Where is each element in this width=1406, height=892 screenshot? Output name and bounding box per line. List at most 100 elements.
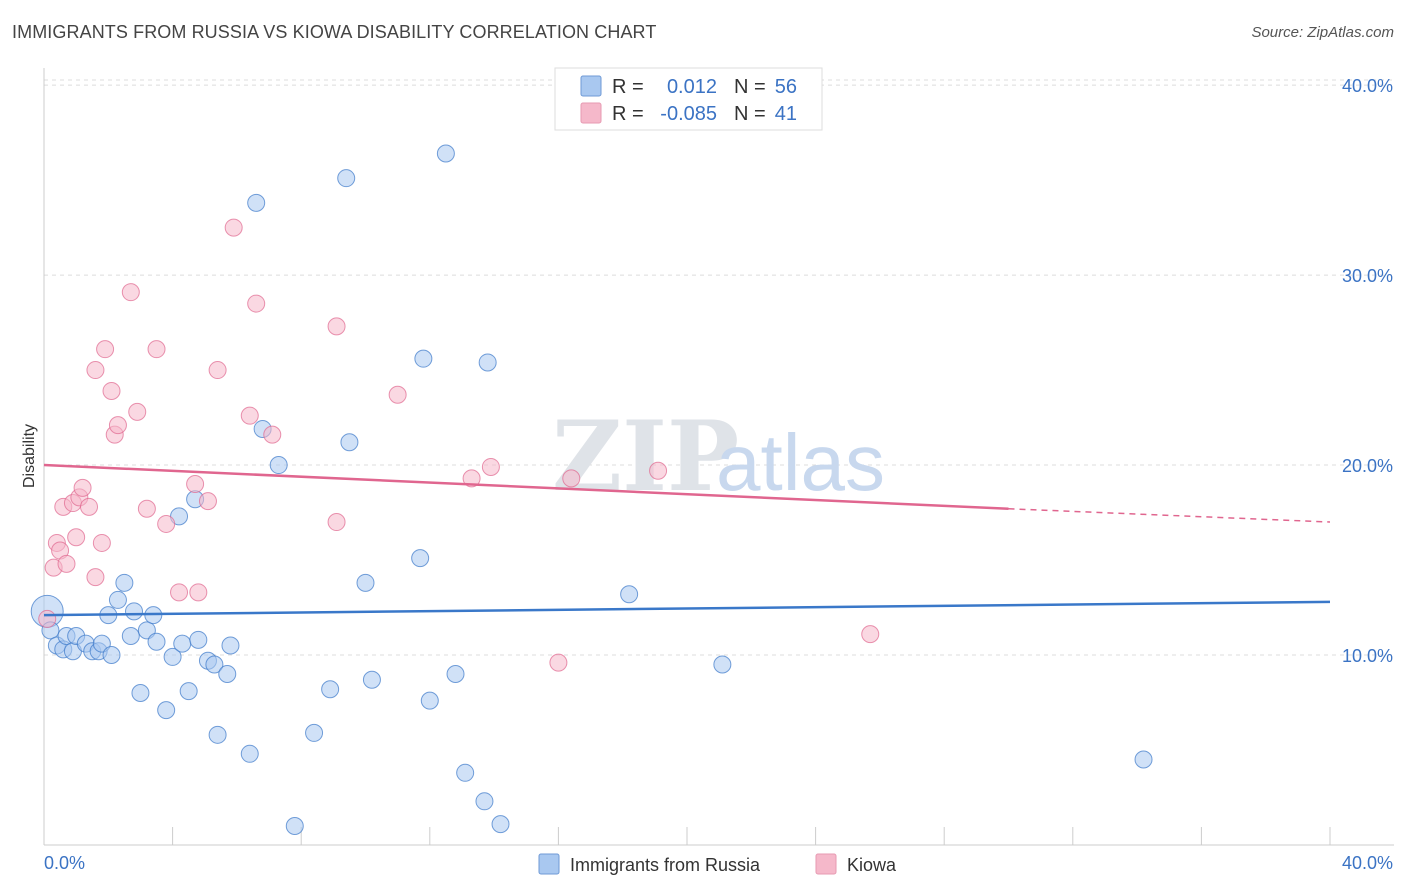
kiowa-point	[224, 218, 243, 237]
kiowa-point	[86, 361, 105, 380]
kiowa-point	[121, 283, 140, 302]
russia-point	[420, 691, 439, 710]
russia-point	[478, 353, 497, 372]
russia-point	[305, 723, 324, 742]
russia-point	[221, 636, 240, 655]
russia-point	[414, 349, 433, 368]
russia-trend-line	[43, 600, 1331, 617]
russia-point	[115, 573, 134, 592]
russia-point	[337, 169, 356, 188]
kiowa-trend-extension	[1008, 507, 1331, 523]
y-tick-label: 20.0%	[1342, 456, 1393, 476]
kiowa-point	[198, 492, 217, 511]
kiowa-point	[80, 497, 99, 516]
russia-point	[620, 585, 639, 604]
legend-n-label: N =	[734, 103, 766, 125]
bottom-legend-label: Kiowa	[847, 855, 897, 875]
chart-title: IMMIGRANTS FROM RUSSIA VS KIOWA DISABILI…	[12, 22, 657, 42]
y-tick-label: 10.0%	[1342, 646, 1393, 666]
kiowa-point	[649, 461, 668, 480]
y-tick-label: 30.0%	[1342, 266, 1393, 286]
russia-point	[218, 665, 237, 684]
russia-point	[147, 632, 166, 651]
russia-point	[131, 684, 150, 703]
kiowa-point	[102, 381, 121, 400]
russia-point	[411, 549, 430, 568]
kiowa-point	[186, 475, 205, 494]
kiowa-trend-line	[43, 463, 1009, 510]
russia-point	[179, 682, 198, 701]
russia-point	[205, 655, 224, 674]
russia-point	[362, 670, 381, 689]
russia-point	[321, 680, 340, 699]
kiowa-point	[73, 478, 92, 497]
russia-point	[456, 763, 475, 782]
legend-swatch	[580, 102, 602, 124]
legend-n-value: 41	[775, 103, 797, 125]
russia-point	[285, 817, 304, 836]
russia-point	[240, 744, 259, 763]
trend-lines	[43, 463, 1331, 617]
russia-point	[713, 655, 732, 674]
kiowa-point	[92, 533, 111, 552]
kiowa-point	[128, 402, 147, 421]
grid-lines	[44, 79, 1394, 656]
kiowa-point	[861, 625, 880, 644]
kiowa-point	[388, 385, 407, 404]
kiowa-point	[57, 554, 76, 573]
russia-point	[446, 665, 465, 684]
legend-swatch	[580, 75, 602, 97]
y-tick-label: 40.0%	[1342, 76, 1393, 96]
y-axis-label: Disability	[21, 424, 38, 488]
kiowa-point	[240, 406, 259, 425]
bottom-legend-swatch	[815, 853, 837, 875]
russia-point	[121, 627, 140, 646]
legend-r-value: -0.085	[660, 103, 717, 125]
legend-n-label: N =	[734, 76, 766, 98]
kiowa-point	[157, 514, 176, 533]
kiowa-point	[247, 294, 266, 313]
kiowa-point	[549, 653, 568, 672]
legend-r-value: 0.012	[667, 76, 717, 98]
russia-point	[269, 456, 288, 475]
source-credit: Source: ZipAtlas.com	[1251, 24, 1394, 41]
russia-point	[340, 433, 359, 452]
bottom-legend-swatch	[538, 853, 560, 875]
kiowa-point	[462, 469, 481, 488]
kiowa-point	[327, 513, 346, 532]
russia-point	[1134, 750, 1153, 769]
russia-point	[475, 792, 494, 811]
russia-point	[436, 144, 455, 163]
bottom-legend: Immigrants from Russia Kiowa	[538, 853, 897, 875]
kiowa-point	[86, 568, 105, 587]
kiowa-point	[147, 340, 166, 359]
kiowa-point	[263, 425, 282, 444]
legend-r-label: R =	[612, 76, 644, 98]
russia-point	[173, 634, 192, 653]
kiowa-point	[67, 528, 86, 547]
kiowa-point	[108, 416, 127, 435]
kiowa-point	[38, 609, 57, 628]
legend-r-label: R =	[612, 103, 644, 125]
russia-point	[157, 701, 176, 720]
axes: 10.0% 20.0% 30.0% 40.0% 0.0% 40.0%	[43, 68, 1394, 873]
kiowa-point	[562, 469, 581, 488]
russia-point	[189, 630, 208, 649]
kiowa-point	[208, 361, 227, 380]
russia-point	[208, 725, 227, 744]
watermark-atlas: atlas	[716, 418, 885, 507]
russia-point	[247, 193, 266, 212]
russia-point	[102, 646, 121, 665]
kiowa-point	[189, 583, 208, 602]
russia-point	[163, 647, 182, 666]
russia-point	[125, 602, 144, 621]
data-points	[30, 144, 1153, 836]
russia-point	[491, 815, 510, 834]
russia-point	[108, 590, 127, 609]
legend-box: R = 0.012 N = 56 R = -0.085 N = 41	[554, 67, 823, 131]
bottom-legend-label: Immigrants from Russia	[570, 855, 761, 875]
kiowa-point	[481, 457, 500, 476]
x-tick-label-max: 40.0%	[1342, 853, 1393, 873]
kiowa-point	[137, 499, 156, 518]
